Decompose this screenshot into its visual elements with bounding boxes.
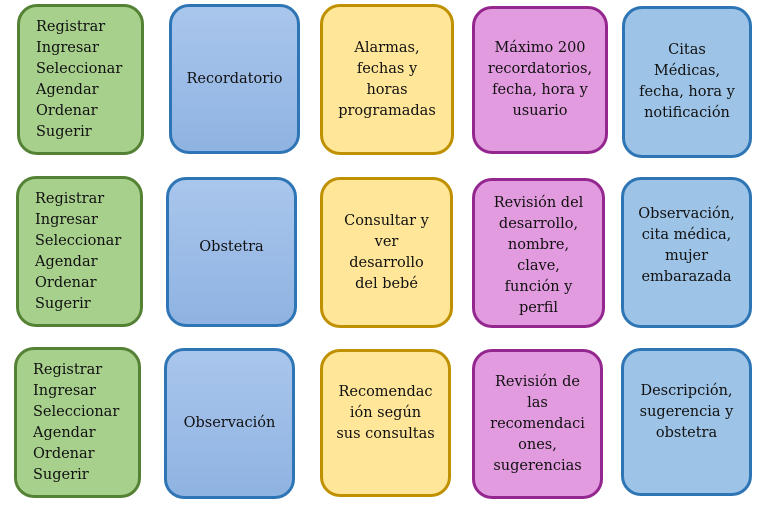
action-label: Seleccionar [33, 403, 120, 420]
action-label: Agendar [36, 81, 99, 98]
data-text: Revisión del [493, 195, 584, 211]
output-text: Citas [668, 42, 706, 58]
data-text: fecha, hora y [492, 82, 588, 98]
data-card-row-3: Revisión de las recomendaci ones, sugere… [472, 349, 603, 499]
action-label: Ingresar [33, 382, 96, 399]
function-text: Alarmas, [354, 39, 420, 56]
output-text: Descripción, [640, 382, 733, 399]
data-text: ones, [518, 436, 557, 453]
function-card-row-2: Consultar y ver desarrollo del bebé [320, 177, 453, 328]
action-label: Registrar [33, 361, 103, 378]
function-text: horas [366, 81, 408, 98]
module-card-recordatorio: Recordatorio [169, 4, 300, 154]
data-card-row-1: Máximo 200 recordatorios, fecha, hora y … [472, 6, 608, 154]
output-text: sugerencia y [639, 403, 734, 420]
data-text: usuario [512, 103, 568, 119]
action-label: Sugerir [36, 123, 92, 140]
action-label: Sugerir [33, 466, 89, 483]
output-card-row-2: Observación, cita médica, mujer embaraza… [621, 177, 752, 328]
function-text: programadas [338, 102, 436, 119]
data-text: Máximo 200 [494, 40, 586, 56]
action-label: Ingresar [36, 39, 99, 56]
function-text: desarrollo [349, 254, 424, 271]
function-text: ión según [349, 404, 422, 421]
action-label: Ingresar [35, 211, 98, 228]
action-label: Seleccionar [36, 60, 123, 77]
actions-card-row-3: Registrar Ingresar Seleccionar Agendar O… [14, 347, 141, 498]
data-text: perfil [518, 300, 559, 316]
function-text: del bebé [355, 275, 418, 292]
output-text: Observación, [638, 205, 735, 222]
data-text: las [527, 394, 548, 411]
actions-card-row-1: Registrar Ingresar Seleccionar Agendar O… [17, 4, 144, 155]
function-card-row-3: Recomendac ión según sus consultas [320, 349, 451, 497]
output-text: cita médica, [641, 226, 732, 243]
action-label: Seleccionar [35, 232, 122, 249]
data-text: desarrollo, [498, 216, 579, 232]
function-text: sus consultas [336, 425, 435, 442]
data-card-row-2: Revisión del desarrollo, nombre, clave, … [472, 178, 605, 328]
action-label: Registrar [36, 18, 106, 35]
action-label: Ordenar [36, 102, 98, 119]
action-label: Ordenar [33, 445, 95, 462]
function-text: ver [374, 233, 399, 250]
action-label: Sugerir [35, 295, 91, 312]
module-label: Recordatorio [186, 70, 283, 87]
data-text: clave, [517, 258, 560, 274]
function-card-row-1: Alarmas, fechas y horas programadas [320, 4, 454, 155]
action-label: Agendar [33, 424, 96, 441]
output-text: Médicas, [653, 63, 721, 79]
output-card-row-3: Descripción, sugerencia y obstetra [621, 348, 752, 496]
output-text: obstetra [655, 424, 718, 441]
data-text: función y [504, 279, 573, 295]
output-text: mujer [664, 247, 709, 264]
data-text: sugerencias [493, 457, 582, 474]
output-text: notificación [644, 105, 730, 121]
output-text: embarazada [641, 268, 732, 285]
module-card-obstetra: Obstetra [166, 177, 297, 327]
data-text: recordatorios, [487, 61, 593, 77]
function-text: Consultar y [344, 212, 429, 229]
output-text: fecha, hora y [639, 84, 735, 100]
action-label: Ordenar [35, 274, 97, 291]
action-label: Agendar [35, 253, 98, 270]
output-card-row-1: Citas Médicas, fecha, hora y notificació… [622, 6, 752, 158]
module-card-observacion: Observación [164, 348, 295, 499]
function-text: Recomendac [338, 383, 433, 400]
function-text: fechas y [356, 60, 418, 77]
action-label: Registrar [35, 190, 105, 207]
data-text: recomendaci [490, 415, 585, 432]
actions-card-row-2: Registrar Ingresar Seleccionar Agendar O… [16, 176, 143, 327]
data-text: Revisión de [495, 373, 580, 390]
module-label: Observación [183, 415, 276, 431]
module-label: Obstetra [199, 238, 264, 255]
data-text: nombre, [507, 237, 570, 253]
